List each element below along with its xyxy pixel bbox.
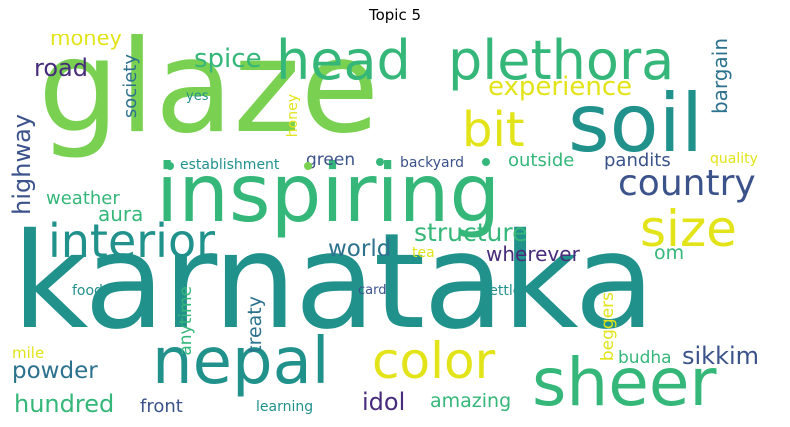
word-experience: experience [488,72,633,102]
word-powder: powder [12,358,98,384]
word-yes: yes [186,89,209,104]
word-food: food [72,283,103,299]
word-karnataka: karnataka [12,205,655,359]
word-outside: outside [508,150,575,171]
word-inspiring: inspiring [156,147,501,240]
word-amazing: amazing [430,390,512,412]
word-soil: soil [568,77,704,170]
word-idol: idol [362,388,406,416]
word-tea: tea [412,245,435,261]
word-om: om [654,242,685,264]
word-spice: spice [194,44,262,74]
word-backyard: backyard [400,155,465,171]
word-wherever: wherever [486,242,580,266]
chart-title: Topic 5 [368,6,422,24]
word-card: card [358,283,387,298]
word-treaty: treaty [244,296,266,353]
word-world: world [328,236,392,262]
word-interior: interior [48,214,216,268]
word-beggers: beggers [598,292,618,362]
dot-1 [166,162,174,170]
word-head: head [276,34,411,92]
word-country: country [618,163,756,204]
word-anytime: anytime [176,286,196,356]
word-establishment: establishment [180,157,280,173]
word-weather: weather [46,188,120,209]
word-budha: budha [618,348,672,368]
word-color: color [372,332,496,390]
dot-4 [482,158,490,166]
word-front: front [140,396,183,417]
word-money: money [50,34,122,50]
word-quality: quality [710,151,758,167]
dot-3 [376,158,384,166]
word-honey: honey [285,94,301,138]
word-plethora: plethora [448,34,675,92]
word-bargain: bargain [708,38,732,115]
word-nepal: nepal [152,325,330,399]
word-hundred: hundred [14,390,115,418]
word-road: road [34,54,88,82]
word-glaze: glaze [38,34,380,162]
word-learning: learning [256,399,314,415]
word-aura: aura [98,202,144,226]
word-pandits: pandits [604,150,671,171]
dot-2 [304,162,312,170]
word-green: green [306,150,356,170]
word-mile: mile [12,344,45,362]
word-society: society [120,54,141,119]
word-settler: settler [482,283,528,299]
word-highway: highway [10,114,36,215]
word-sikkim: sikkim [682,342,760,370]
word-structure: structure [414,218,528,247]
word-sheer: sheer [532,344,717,420]
word-cloud: karnataka glaze inspiring soil head plet… [10,34,780,420]
word-bit: bit [462,102,525,158]
word-size: size [640,200,737,258]
